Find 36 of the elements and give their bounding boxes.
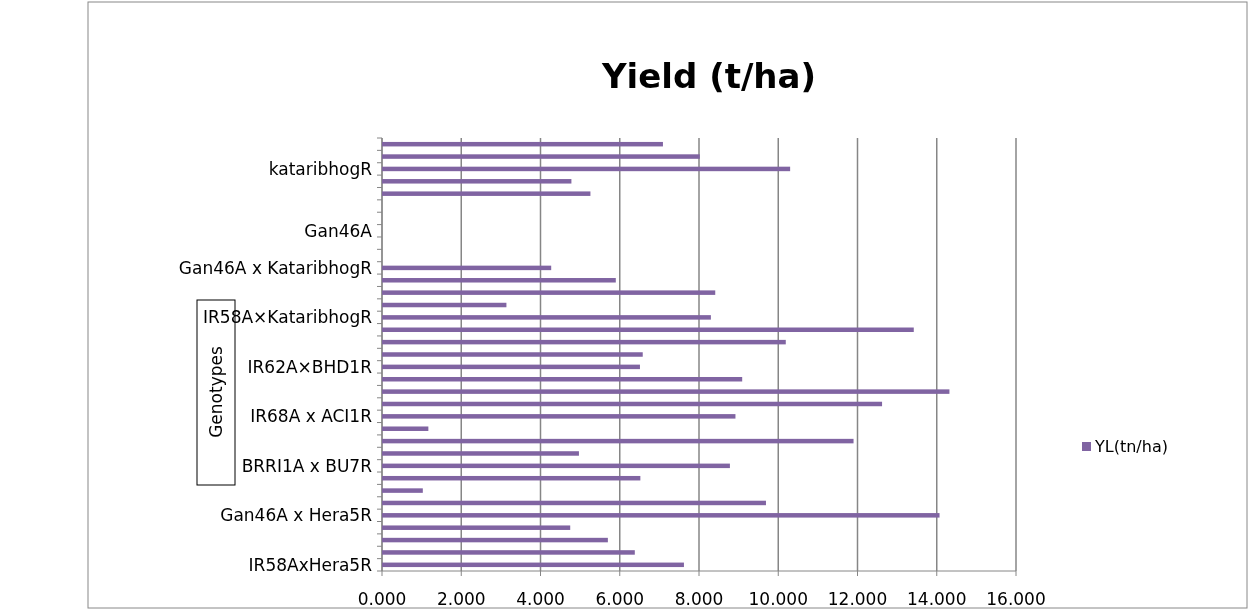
bar (382, 389, 950, 394)
y-tick-label: BRRI1A x BU7R (241, 455, 373, 476)
x-tick-label: 4.000 (516, 589, 565, 609)
bar (382, 525, 571, 530)
bar (382, 315, 711, 320)
x-tick-label: 8.000 (674, 589, 724, 609)
y-tick-label: IR62A×BHD1R (247, 356, 373, 377)
bar (382, 451, 579, 456)
y-axis-title: Genotypes (206, 346, 226, 438)
bar (382, 513, 940, 518)
x-tick-label: 16.000 (986, 589, 1046, 609)
x-tick-label: 14.000 (907, 589, 967, 609)
x-tick-label: 0.000 (357, 589, 407, 609)
x-tick-label: 2.000 (436, 589, 486, 609)
bar (382, 488, 423, 493)
y-tick-label: Gan46A x Hera5R (220, 505, 373, 526)
y-tick-label: IR58AxHera5R (248, 554, 373, 575)
bar (382, 278, 616, 283)
y-tick-label: Gan46A (304, 220, 373, 241)
x-tick-label: 6.000 (595, 589, 645, 609)
y-tick-label: Gan46A x KataribhogR (178, 257, 373, 278)
bar (382, 414, 736, 419)
y-tick-label: kataribhogR (268, 158, 373, 179)
bar (382, 550, 635, 555)
bar (382, 179, 572, 184)
bar (382, 426, 429, 431)
x-tick-label: 12.000 (827, 589, 888, 609)
bar (382, 191, 591, 196)
bar (382, 154, 700, 159)
y-tick-label: IR68A x ACI1R (250, 406, 373, 427)
x-tick-label: 10.000 (748, 589, 808, 609)
legend-label: YL(tn/ha) (1094, 437, 1168, 456)
bar (382, 290, 716, 295)
y-tick-label: IR58A×KataribhogR (203, 307, 373, 328)
chart-title: Yield (t/ha) (600, 56, 817, 96)
bar (382, 352, 643, 357)
